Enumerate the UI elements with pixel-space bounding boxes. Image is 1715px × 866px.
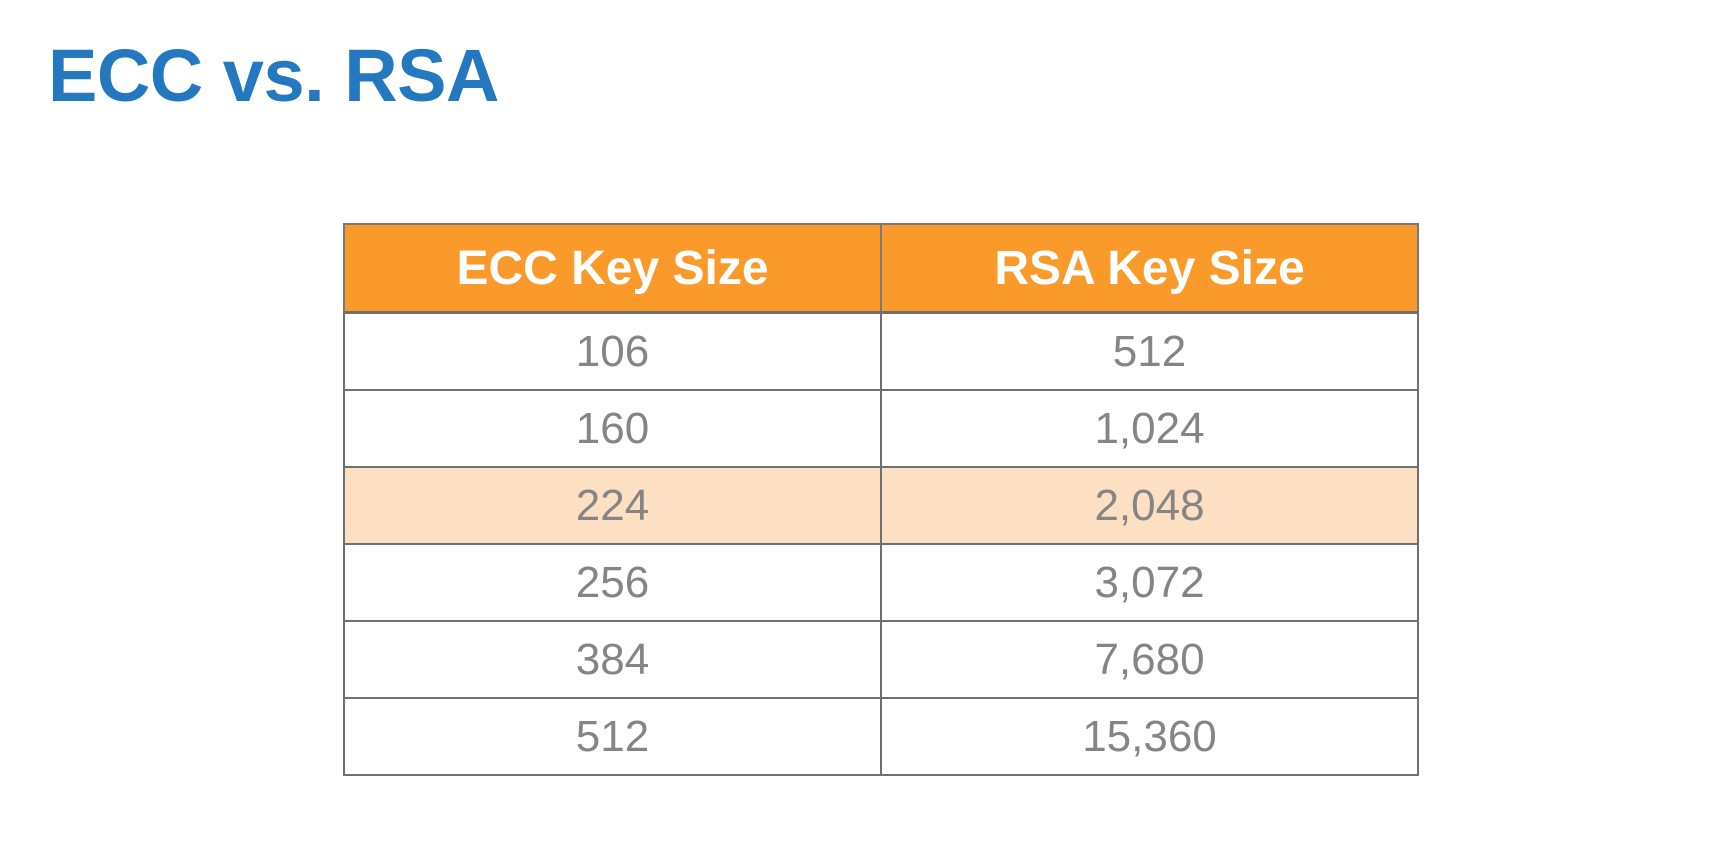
slide-title: ECC vs. RSA [48, 34, 499, 117]
ecc-key-size-cell: 224 [343, 466, 882, 545]
table-row: 106 512 [343, 311, 1419, 391]
rsa-key-size-cell: 1,024 [880, 389, 1419, 468]
rsa-key-size-cell: 15,360 [880, 697, 1419, 776]
table-header-row: ECC Key Size RSA Key Size [343, 223, 1419, 314]
rsa-key-size-cell: 2,048 [880, 466, 1419, 545]
table-row: 384 7,680 [343, 620, 1419, 699]
table-row-highlighted: 224 2,048 [343, 466, 1419, 545]
ecc-key-size-cell: 512 [343, 697, 882, 776]
rsa-key-size-cell: 512 [880, 311, 1419, 391]
rsa-key-size-cell: 7,680 [880, 620, 1419, 699]
ecc-key-size-cell: 384 [343, 620, 882, 699]
ecc-key-size-cell: 106 [343, 311, 882, 391]
key-size-comparison-table: ECC Key Size RSA Key Size 106 512 160 1,… [343, 223, 1419, 776]
ecc-key-size-cell: 160 [343, 389, 882, 468]
header-ecc-key-size: ECC Key Size [343, 223, 882, 314]
table-row: 160 1,024 [343, 389, 1419, 468]
header-rsa-key-size: RSA Key Size [880, 223, 1419, 314]
rsa-key-size-cell: 3,072 [880, 543, 1419, 622]
ecc-key-size-cell: 256 [343, 543, 882, 622]
table-row: 256 3,072 [343, 543, 1419, 622]
table-row: 512 15,360 [343, 697, 1419, 776]
